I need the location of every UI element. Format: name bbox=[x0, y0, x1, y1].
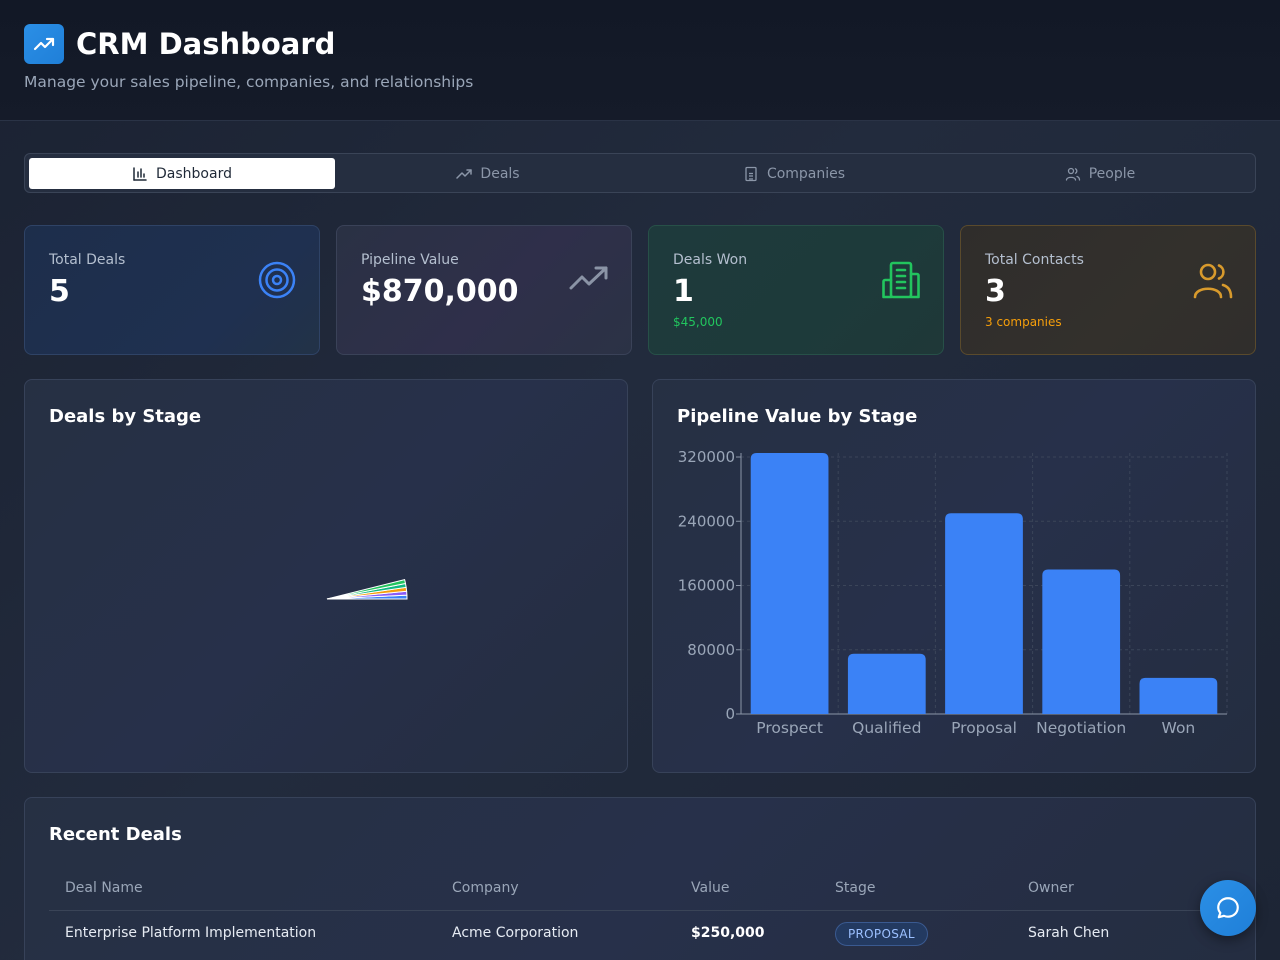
users-icon bbox=[1065, 167, 1080, 181]
panel-title: Deals by Stage bbox=[49, 406, 202, 427]
x-tick-label: Negotiation bbox=[1036, 719, 1126, 737]
tab-label: People bbox=[1088, 165, 1136, 182]
panel-title: Pipeline Value by Stage bbox=[677, 406, 918, 427]
trending-up-icon bbox=[569, 266, 608, 290]
trending-up-icon bbox=[456, 168, 473, 179]
stat-label: Total Contacts bbox=[985, 252, 1084, 268]
tab-label: Companies bbox=[766, 165, 846, 182]
tab-companies[interactable]: Companies bbox=[641, 158, 947, 189]
trending-up-icon bbox=[24, 24, 64, 64]
page-subtitle: Manage your sales pipeline, companies, a… bbox=[24, 73, 474, 91]
recent-deals-panel: Recent Deals bbox=[24, 797, 1256, 960]
tab-bar: Dashboard Deals Companies People bbox=[24, 153, 1256, 193]
y-tick-label: 80000 bbox=[687, 641, 735, 659]
pie-slice-won[interactable] bbox=[326, 579, 407, 600]
stage-badge: PROPOSAL bbox=[835, 922, 928, 946]
stat-subtext: 3 companies bbox=[985, 315, 1062, 329]
x-tick-label: Proposal bbox=[951, 719, 1017, 737]
target-icon bbox=[258, 261, 296, 299]
stat-label: Total Deals bbox=[49, 252, 126, 268]
value-cell: $250,000 bbox=[691, 925, 765, 941]
deals-by-stage-panel: Deals by Stage bbox=[24, 379, 628, 773]
y-tick-label: 160000 bbox=[678, 577, 735, 595]
column-header-company[interactable]: Company bbox=[452, 880, 519, 896]
stat-label: Deals Won bbox=[673, 252, 748, 268]
stat-value: 1 bbox=[673, 274, 694, 309]
tab-label: Deals bbox=[480, 165, 520, 182]
deal-name-cell[interactable]: Enterprise Platform Implementation bbox=[65, 925, 317, 941]
column-header-deal-name[interactable]: Deal Name bbox=[65, 880, 143, 896]
stat-value: 3 bbox=[985, 274, 1006, 309]
bar-proposal[interactable] bbox=[945, 513, 1023, 714]
page-title: CRM Dashboard bbox=[76, 27, 336, 61]
y-tick-label: 0 bbox=[725, 705, 735, 723]
table-divider bbox=[49, 910, 1231, 911]
deals-by-stage-chart bbox=[326, 579, 408, 600]
users-icon bbox=[1193, 263, 1233, 299]
stat-card-pipeline-value: Pipeline Value $870,000 bbox=[336, 225, 632, 355]
stat-card-deals-won: Deals Won 1 $45,000 bbox=[648, 225, 944, 355]
tab-deals[interactable]: Deals bbox=[335, 158, 641, 189]
x-tick-label: Qualified bbox=[852, 719, 921, 737]
tab-dashboard[interactable]: Dashboard bbox=[29, 158, 335, 189]
bar-negotiation[interactable] bbox=[1042, 569, 1121, 714]
x-tick-label: Won bbox=[1162, 719, 1196, 737]
company-cell: Acme Corporation bbox=[452, 925, 579, 941]
app-header: CRM Dashboard Manage your sales pipeline… bbox=[0, 0, 1280, 121]
bar-won[interactable] bbox=[1139, 677, 1218, 714]
stat-label: Pipeline Value bbox=[361, 252, 459, 268]
tab-label: Dashboard bbox=[156, 165, 232, 182]
bar-chart-icon bbox=[133, 166, 147, 181]
y-tick-label: 320000 bbox=[678, 448, 735, 466]
pipeline-value-panel: Pipeline Value by Stage 0 80000 160000 2400… bbox=[652, 379, 1256, 773]
column-header-stage[interactable]: Stage bbox=[835, 880, 876, 896]
x-tick-label: Prospect bbox=[756, 719, 823, 737]
column-header-value[interactable]: Value bbox=[691, 880, 730, 896]
stat-value: $870,000 bbox=[361, 274, 519, 309]
chat-bubble-icon bbox=[1217, 897, 1239, 919]
building-icon bbox=[882, 261, 920, 299]
stat-subtext: $45,000 bbox=[673, 315, 723, 329]
owner-cell: Sarah Chen bbox=[1028, 925, 1110, 941]
panel-title: Recent Deals bbox=[49, 824, 182, 845]
building-icon bbox=[745, 166, 757, 181]
bar-qualified[interactable] bbox=[847, 653, 926, 714]
stat-card-total-contacts: Total Contacts 3 3 companies bbox=[960, 225, 1256, 355]
bar-prospect[interactable] bbox=[750, 453, 829, 714]
stat-card-total-deals: Total Deals 5 bbox=[24, 225, 320, 355]
tab-people[interactable]: People bbox=[947, 158, 1253, 189]
column-header-owner[interactable]: Owner bbox=[1028, 880, 1074, 896]
pipeline-value-chart: 0 80000 160000 240000 320000 Prospect Qualifie… bbox=[678, 448, 1228, 737]
stat-value: 5 bbox=[49, 274, 70, 309]
y-tick-label: 240000 bbox=[678, 512, 735, 530]
chat-button[interactable] bbox=[1200, 880, 1256, 936]
